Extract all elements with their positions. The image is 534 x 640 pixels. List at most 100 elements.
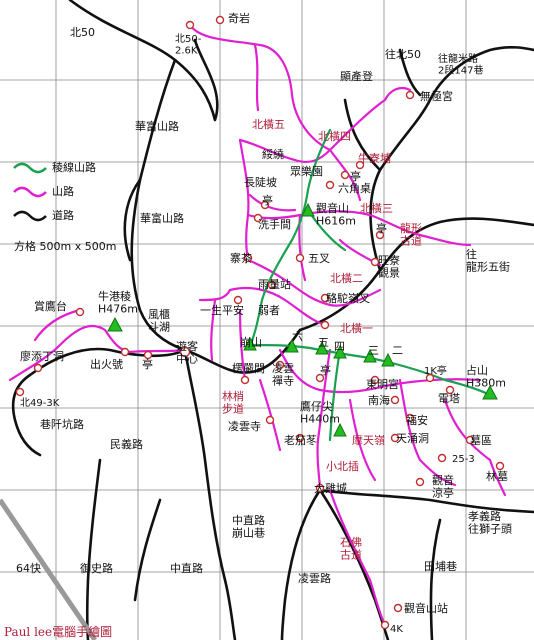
label-64kuai: 64快: [16, 562, 41, 575]
poi-253: [437, 453, 447, 463]
label-yushilu: 御史路: [80, 561, 113, 575]
poi-muqu: [465, 435, 475, 445]
poi-markers: [15, 15, 505, 630]
poi-liaoding: [33, 363, 43, 373]
poi-lingyunsi: [265, 415, 275, 425]
label-wu: 五: [318, 336, 329, 349]
poi-chuhuo: [120, 347, 130, 357]
label-shifo: 石佛古道: [340, 536, 362, 562]
poi-ting5: [315, 373, 325, 383]
label-ting2: 亭: [262, 193, 273, 207]
label-ting3: 亭: [376, 221, 387, 235]
label-to-longxing: 往龍形五街: [466, 247, 510, 274]
label-niugangleng: 牛港稜 H476m: [98, 289, 138, 316]
label-wucha: 五叉: [308, 252, 330, 265]
label-fuan: 福安: [406, 413, 428, 427]
poi-bei49: [15, 387, 25, 397]
label-beiheng4: 北橫四: [318, 129, 351, 143]
peaks: [107, 202, 498, 437]
label-guanyin: 觀音山 H616m: [316, 201, 356, 228]
label-beiheng2: 北橫二: [330, 271, 363, 285]
poi-wuji: [405, 90, 415, 100]
label-tianchong: 天涌洞: [396, 432, 429, 445]
label-beiheng1: 北橫一: [340, 321, 373, 335]
label-4k: 4K: [390, 624, 403, 635]
poi-xishou: [253, 213, 263, 223]
label-dajicheng: 大雞城: [314, 481, 347, 495]
label-nanhai: 南海: [368, 393, 390, 407]
poi-guanyinzhan: [393, 603, 403, 613]
poi-laoqie: [295, 433, 305, 443]
peak-si: [333, 344, 347, 359]
label-to-longmi: 往龍米路 2段147巷: [438, 52, 483, 77]
label-yuliangzhan: 雨量站: [258, 277, 291, 291]
label-to-north50: 往北50: [385, 47, 421, 61]
poi-nanhai: [390, 395, 400, 405]
label-liu: 六: [292, 330, 303, 343]
label-zhonglezhuang: 眾樂園: [290, 164, 323, 178]
label-lingyunlu: 凌雲路: [298, 571, 331, 585]
peak-wu: [315, 340, 329, 355]
label-beiheng3: 北橫三: [360, 201, 393, 215]
poi-north50-26k: [185, 20, 195, 30]
legend-trail: 山路: [52, 185, 74, 198]
map-legend: 稜線山路 山路 道路 方格 500m x 500m: [13, 160, 116, 253]
label-wuji: 無極宮: [420, 89, 453, 103]
label-guanyin-liangting: 觀音涼亭: [432, 473, 454, 500]
poi-tianchong: [390, 433, 400, 443]
label-ting4: 亭: [142, 357, 153, 371]
poi-beiheng1: [320, 320, 330, 330]
label-tiandixiang: 田埔巷: [424, 560, 457, 573]
legend-grid: 方格 500m x 500m: [14, 239, 116, 253]
poi-lingyun: [275, 360, 285, 370]
poi-liujiao: [325, 180, 335, 190]
label-niuliao: 牛寮埔: [358, 151, 391, 165]
label-qiyan: 奇岩: [228, 11, 250, 25]
label-lingyunsi: 凌雲寺: [228, 419, 261, 433]
label-ruoluo: 弱者: [258, 304, 280, 317]
label-huafu2: 華富山路: [140, 211, 184, 225]
label-yishengpingan: 一生平安: [200, 303, 244, 317]
label-north50-26k: 北50-2.6K: [175, 33, 202, 57]
label-chuhuohao: 出火號: [90, 357, 123, 371]
peak-san: [363, 348, 377, 363]
label-dianta: 電塔: [438, 392, 460, 405]
poi-zhaicha: [243, 253, 253, 263]
poi-1kting: [425, 373, 435, 383]
label-er: 二: [392, 344, 403, 357]
poi-ting3: [375, 230, 385, 240]
railway-line: [0, 498, 98, 640]
poi-wucha: [295, 253, 305, 263]
roads: [11, 0, 534, 640]
label-fengguo: 風櫃斗湖: [148, 307, 170, 334]
label-huafu1: 華富山路: [135, 119, 179, 133]
label-liujiaozhuo: 六角桌: [338, 182, 371, 195]
peak-liu: [285, 338, 299, 353]
label-laoyanjian: 楞嚴間: [232, 361, 265, 375]
label-linmu: 林墓: [486, 469, 508, 483]
poi-ting4: [143, 350, 153, 360]
label-xiangganlu: 巷阡坑路: [40, 417, 84, 431]
label-zhongzheng2: 中直路: [170, 561, 203, 575]
label-xiaoyilu: 孝義路往獅子頭: [468, 509, 512, 536]
label-si: 四: [334, 340, 345, 353]
label-ting5: 亭: [320, 363, 331, 377]
label-xishoujian: 洗手間: [258, 217, 291, 231]
label-laoqie: 老茄苳: [284, 433, 317, 447]
map-labels: 北50 奇岩 北50-2.6K 往北50 往龍米路 2段147巷 顯產登 無極宮 …: [4, 11, 512, 639]
label-beiheng5: 北橫五: [252, 117, 285, 131]
label-youke: 遊客中心: [176, 339, 198, 366]
label-dongmingong: 東明宮: [366, 377, 399, 391]
label-gongcui: 顯產登: [340, 69, 373, 83]
label-shangying: 賞鷹台: [34, 299, 67, 313]
poi-youke: [179, 346, 191, 358]
poi-niuliao: [355, 160, 365, 170]
label-yingzaiwei: 鷹仔尖 H440m: [300, 399, 340, 426]
poi-4k: [380, 620, 390, 630]
label-bei49: 北49-3K: [20, 397, 60, 409]
peak-er: [381, 352, 395, 367]
peak-zhanshan: [482, 384, 498, 400]
legend-ridge: 稜線山路: [52, 160, 96, 174]
